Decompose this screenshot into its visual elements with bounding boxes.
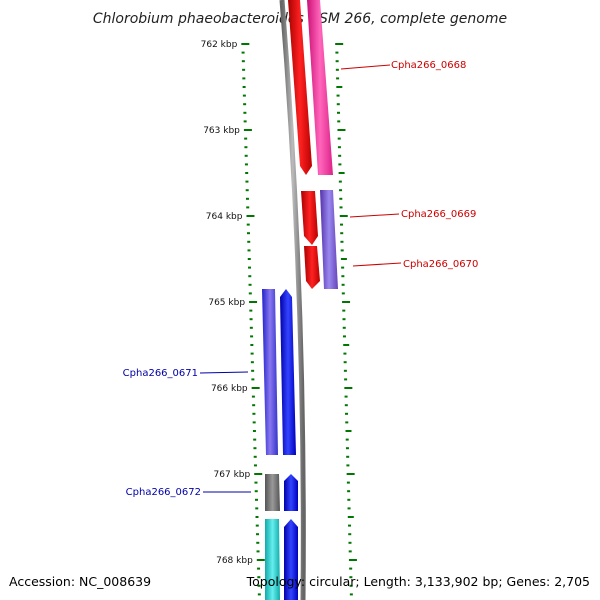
gene-cpha266-0671-cds[interactable]: [280, 289, 296, 455]
gene-label-cpha266-0669[interactable]: Cpha266_0669: [401, 209, 476, 220]
gene-cpha266-0671-feature[interactable]: [262, 289, 278, 455]
gene-cpha266-0672-feature[interactable]: [265, 474, 280, 511]
gene-cpha266-0670-cds[interactable]: [304, 246, 320, 289]
genome-backbone: [279, 0, 306, 600]
gene-label-cpha266-0672[interactable]: Cpha266_0672: [126, 487, 201, 498]
gene-cpha266-0669-feature[interactable]: [320, 190, 338, 289]
gene-cpha266-0668-cds[interactable]: [288, 0, 312, 175]
leader-line-0670: [352, 262, 402, 267]
scale-ticks: 762 kbp 763 kbp 764 kbp 765 kbp 766 kbp 767 k…: [201, 40, 357, 596]
tick-label: 762 kbp: [201, 40, 238, 50]
gene-cpha266-0672-cds[interactable]: [284, 474, 298, 511]
leader-line-0668: [340, 64, 391, 70]
tick-label: 768 kbp: [216, 556, 253, 566]
gene-next-feature[interactable]: [265, 519, 280, 600]
gene-next-cds[interactable]: [284, 519, 298, 600]
tick-label: 763 kbp: [203, 126, 240, 136]
forward-strand-features: [288, 0, 338, 289]
gene-label-cpha266-0671[interactable]: Cpha266_0671: [123, 368, 198, 379]
tick-label: 766 kbp: [211, 384, 248, 394]
gene-label-cpha266-0670[interactable]: Cpha266_0670: [403, 259, 478, 270]
tick-label: 767 kbp: [214, 470, 251, 480]
tick-label: 764 kbp: [206, 212, 243, 222]
leader-line-0669: [349, 213, 400, 218]
tick-label: 765 kbp: [208, 298, 245, 308]
gene-cpha266-0668-feature[interactable]: [307, 0, 333, 175]
accession-text: Accession: NC_008639: [9, 574, 151, 589]
gene-label-cpha266-0668[interactable]: Cpha266_0668: [391, 60, 466, 71]
label-leader-lines: [199, 64, 402, 493]
reverse-strand-features: [262, 289, 298, 600]
topology-text: Topology: circular; Length: 3,133,902 bp…: [246, 574, 590, 589]
gene-cpha266-0669-cds[interactable]: [301, 191, 318, 245]
leader-line-0671: [199, 371, 249, 374]
